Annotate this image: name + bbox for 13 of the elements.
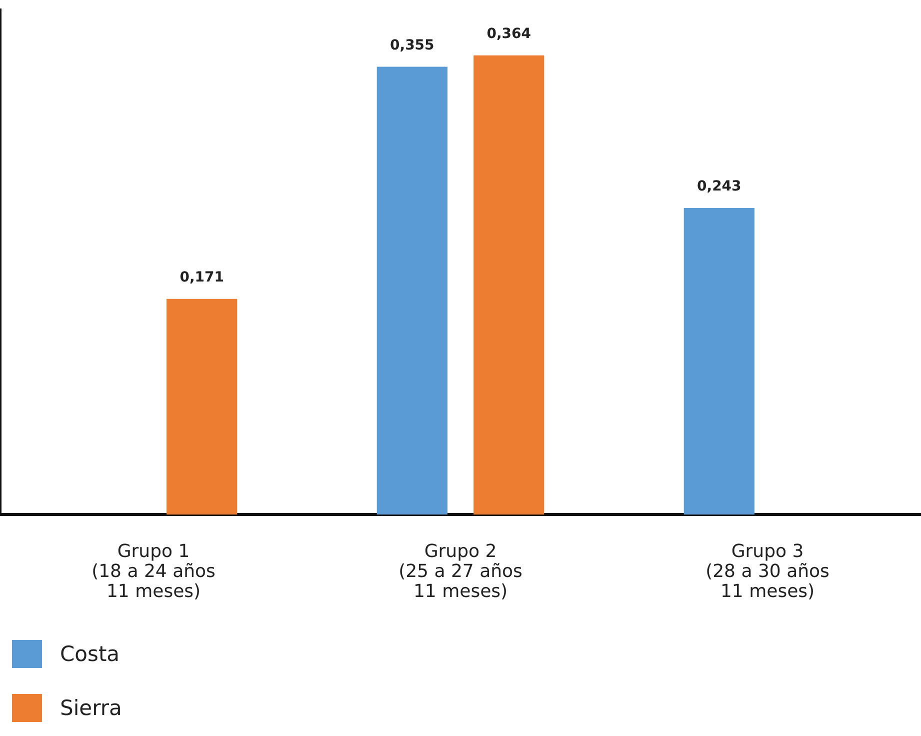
data-label: 0,171 [180,270,224,286]
bar [684,208,754,515]
x-tick-label: Grupo 3 (28 a 30 años 11 meses) [706,541,830,602]
legend-label: Costa [60,642,120,666]
bar [376,66,448,515]
x-tick-label: Grupo 2 (25 a 27 años 11 meses) [398,541,522,602]
legend-label: Sierra [60,696,122,720]
data-label: 0,355 [390,37,434,54]
data-label: 0,364 [486,26,532,42]
bar [166,298,238,515]
data-label: 0,243 [697,178,742,195]
x-tick-label: Grupo 1 (18 a 24 años 11 meses) [92,541,216,602]
bar [474,55,544,515]
